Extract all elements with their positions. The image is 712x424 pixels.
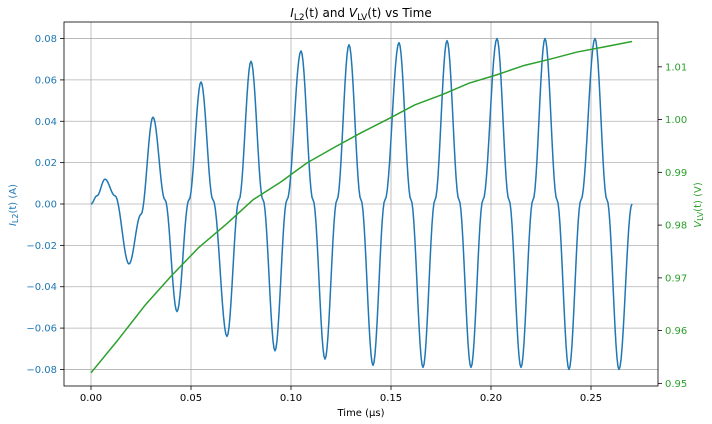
y-left-tick-label: 0.00 — [35, 200, 57, 211]
y-right-tick-label: 0.99 — [665, 168, 687, 179]
y-right-tick-label: 1.01 — [665, 62, 687, 73]
x-tick-label: 0.00 — [80, 393, 102, 404]
y-left-tick-label: −0.08 — [26, 365, 57, 376]
x-tick-label: 0.05 — [180, 393, 202, 404]
x-tick-label: 0.25 — [580, 393, 602, 404]
y-right-tick-label: 0.95 — [665, 379, 687, 390]
x-axis-label: Time (µs) — [336, 408, 384, 419]
y-right-tick-label: 0.97 — [665, 273, 687, 284]
y-left-tick-label: −0.04 — [26, 282, 57, 293]
y-right-tick-label: 0.96 — [665, 326, 687, 337]
current-series-line — [90, 37, 633, 371]
y-left-tick-label: −0.06 — [26, 324, 57, 335]
y-left-tick-label: 0.06 — [35, 75, 57, 86]
y-right-tick-label: 1.00 — [665, 115, 687, 126]
series-layer — [90, 37, 633, 374]
y-left-tick-label: 0.04 — [35, 117, 57, 128]
y-left-tick-label: 0.08 — [35, 34, 57, 45]
y-left-tick-label: 0.02 — [35, 158, 57, 169]
y-right-axis-label: VLV(t) (V) — [693, 182, 705, 228]
x-tick-label: 0.10 — [280, 393, 302, 404]
x-tick-label: 0.15 — [380, 393, 402, 404]
y-right-tick-label: 0.98 — [665, 221, 687, 232]
voltage-series-line — [90, 40, 633, 374]
y-left-tick-label: −0.02 — [26, 241, 57, 252]
chart-title: IL2(t) and VLV(t) vs Time — [290, 6, 431, 23]
x-tick-label: 0.20 — [480, 393, 502, 404]
ticks: 0.00 0.05 0.10 0.15 0.20 0.25 −0.08 −0.06 −0.04 −… — [26, 34, 687, 404]
y-left-axis-label: IL2(t) (A) — [8, 184, 20, 226]
grid — [64, 22, 658, 386]
